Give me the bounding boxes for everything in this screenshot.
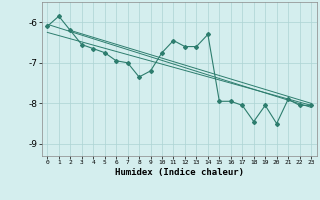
X-axis label: Humidex (Indice chaleur): Humidex (Indice chaleur): [115, 168, 244, 177]
